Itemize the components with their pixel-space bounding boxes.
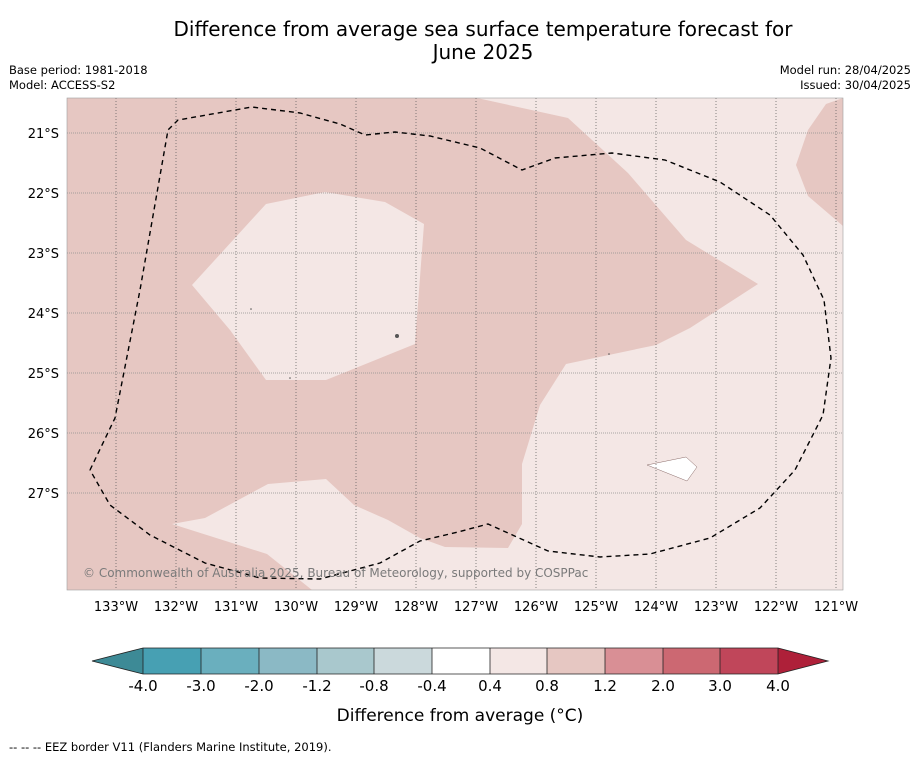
colorbar-segment (374, 648, 432, 674)
colorbar-tick: 4.0 (766, 677, 790, 695)
colorbar-segment (201, 648, 259, 674)
map-area: © Commonwealth of Australia 2025, Bureau… (67, 98, 843, 590)
lon-label: 129°W (334, 600, 378, 615)
lat-label: 21°S (28, 127, 59, 142)
model-name: Model: ACCESS-S2 (9, 78, 116, 92)
lon-label: 126°W (514, 600, 558, 615)
colorbar-segment (259, 648, 317, 674)
anomaly-band-near-average (646, 456, 698, 482)
small-contour-dot (395, 334, 399, 338)
base-period: Base period: 1981-2018 (9, 63, 148, 77)
colorbar-tick: -0.8 (359, 677, 388, 695)
issued-date: Issued: 30/04/2025 (800, 78, 911, 92)
meta-left: Base period: 1981-2018 Model: ACCESS-S2 (9, 63, 148, 93)
title-line-2: June 2025 (432, 40, 534, 64)
lat-label: 27°S (28, 487, 59, 502)
meta-right: Model run: 28/04/2025 Issued: 30/04/2025 (780, 63, 911, 93)
chart-title: Difference from average sea surface temp… (0, 18, 919, 64)
lon-label: 132°W (154, 600, 198, 615)
lon-label: 128°W (394, 600, 438, 615)
lat-label: 26°S (28, 427, 59, 442)
colorbar-label: Difference from average (°C) (337, 706, 584, 726)
colorbar-tick: -1.2 (302, 677, 331, 695)
lat-gridlines (67, 132, 843, 494)
lon-label: 130°W (274, 600, 318, 615)
colorbar-upper-extend (778, 648, 828, 674)
colorbar-segment (432, 648, 490, 674)
small-contour-dot (250, 308, 252, 310)
colorbar-tick: 3.0 (708, 677, 732, 695)
colorbar-segment (143, 648, 201, 674)
small-contour-dot (608, 353, 610, 355)
copyright-text: © Commonwealth of Australia 2025, Bureau… (83, 566, 588, 580)
lon-label: 125°W (574, 600, 618, 615)
lat-label: 22°S (28, 187, 59, 202)
lon-label: 133°W (94, 600, 138, 615)
colorbar-tick: -2.0 (244, 677, 273, 695)
colorbar-tick: -3.0 (186, 677, 215, 695)
colorbar-segment (605, 648, 663, 674)
model-run: Model run: 28/04/2025 (779, 63, 911, 77)
colorbar-segment (720, 648, 778, 674)
lat-labels: 21°S 22°S 23°S 24°S 25°S 26°S 27°S (28, 127, 59, 502)
colorbar-segment (547, 648, 605, 674)
eez-footnote: -- -- -- EEZ border V11 (Flanders Marine… (9, 740, 332, 754)
colorbar-tick: 1.2 (593, 677, 617, 695)
lon-label: 123°W (694, 600, 738, 615)
title-line-1: Difference from average sea surface temp… (173, 17, 793, 41)
colorbar-tick-labels: -4.0 -3.0 -2.0 -1.2 -0.8 -0.4 0.4 0.8 1.… (128, 677, 790, 695)
colorbar-tick: 0.4 (478, 677, 502, 695)
colorbar-segment (317, 648, 374, 674)
map-frame (66, 97, 844, 591)
lat-label: 24°S (28, 307, 59, 322)
small-contour-dot (289, 377, 291, 379)
colorbar-dividers (142, 648, 779, 674)
colorbar-tick: 0.8 (535, 677, 559, 695)
colorbar: -4.0 -3.0 -2.0 -1.2 -0.8 -0.4 0.4 0.8 1.… (91, 647, 830, 726)
colorbar-segment (663, 648, 720, 674)
lon-label: 122°W (754, 600, 798, 615)
colorbar-tick: -0.4 (417, 677, 446, 695)
lon-labels: 133°W 132°W 131°W 130°W 129°W 128°W 127°… (94, 600, 858, 615)
anomaly-band-0-4-to-0-8-central (192, 192, 424, 380)
eez-border (89, 106, 832, 580)
lon-label: 121°W (814, 600, 858, 615)
colorbar-lower-extend (92, 648, 143, 674)
lon-label: 127°W (454, 600, 498, 615)
lon-label: 124°W (634, 600, 678, 615)
colorbar-tick: 2.0 (651, 677, 675, 695)
lat-label: 25°S (28, 367, 59, 382)
lon-label: 131°W (214, 600, 258, 615)
lon-gridlines (115, 98, 837, 590)
colorbar-tick: -4.0 (128, 677, 157, 695)
lat-label: 23°S (28, 247, 59, 262)
colorbar-segment (490, 648, 547, 674)
